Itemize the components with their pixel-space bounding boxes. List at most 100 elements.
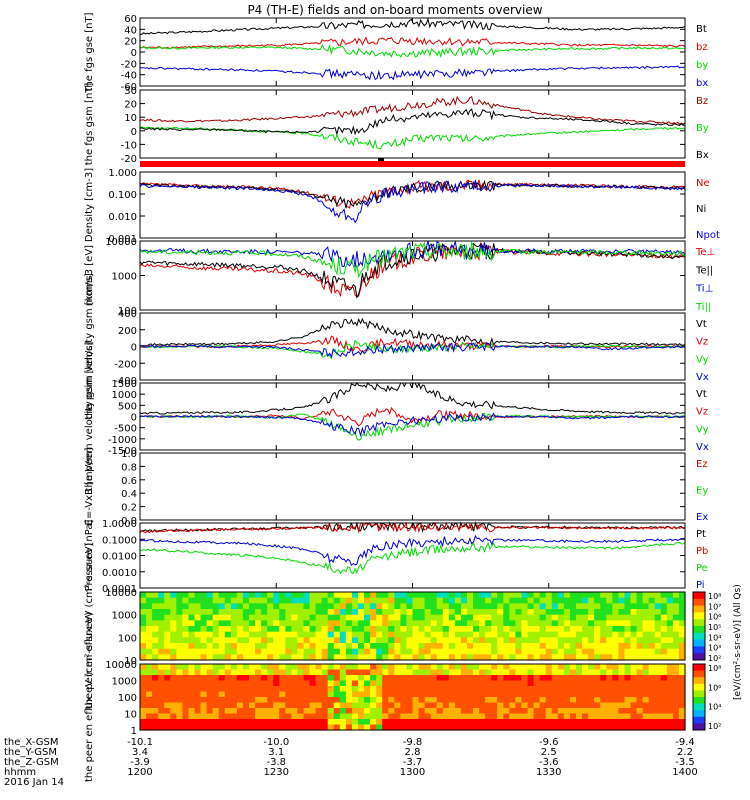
heatmap-cell (303, 724, 311, 731)
heatmap-cell (152, 626, 159, 633)
heatmap-cell (394, 626, 401, 633)
heatmap-cell (394, 680, 401, 687)
heatmap-cell (291, 592, 299, 599)
heatmap-cell (569, 680, 577, 687)
heatmap-cell (454, 654, 462, 661)
heatmap-cell (339, 643, 347, 650)
heatmap-cell (188, 631, 196, 638)
heatmap-cell (448, 664, 456, 671)
heatmap-cell (503, 702, 510, 709)
heatmap-cell (358, 724, 365, 731)
heatmap-cell (242, 648, 250, 655)
heatmap-cell (242, 675, 250, 682)
heatmap-cell (442, 719, 450, 726)
heatmap-cell (333, 648, 341, 655)
heatmap-cell (406, 620, 414, 627)
heatmap-cell (206, 713, 214, 720)
legend-Vt: Vt (696, 389, 707, 400)
heatmap-cell (509, 719, 517, 726)
heatmap-cell (351, 654, 359, 661)
heatmap-cell (218, 643, 226, 650)
panel-frame (139, 240, 686, 311)
heatmap-cell (576, 697, 583, 704)
heatmap-cell (297, 686, 305, 693)
heatmap-cell (364, 675, 371, 682)
colorbar-top-segment (693, 626, 705, 634)
heatmap-cell (146, 675, 153, 682)
heatmap-cell (236, 691, 244, 698)
heatmap-cell (430, 609, 438, 616)
heatmap-cell (630, 713, 638, 720)
heatmap-cell (630, 592, 638, 599)
heatmap-cell (539, 702, 547, 709)
heatmap-cell (636, 654, 644, 661)
heatmap-cell (424, 702, 432, 709)
heatmap-cell (170, 597, 177, 604)
heatmap-cell (473, 609, 480, 616)
heatmap-cell (485, 691, 492, 698)
heatmap-cell (563, 592, 571, 599)
heatmap-cell (557, 675, 565, 682)
heatmap-cell (358, 626, 365, 633)
heatmap-cell (273, 654, 280, 661)
heatmap-cell (545, 654, 553, 661)
heatmap-cell (563, 680, 571, 687)
heatmap-cell (612, 708, 619, 715)
heatmap-cell (473, 708, 480, 715)
heatmap-cell (382, 713, 389, 720)
heatmap-cell (545, 669, 553, 676)
heatmap-cell (279, 669, 286, 676)
heatmap-cell (491, 648, 498, 655)
heatmap-cell (509, 664, 517, 671)
heatmap-cell (648, 702, 656, 709)
heatmap-cell (672, 675, 680, 682)
heatmap-cell (630, 626, 638, 633)
heatmap-cell (485, 697, 492, 704)
heatmap-cell (285, 592, 292, 599)
heatmap-cell (485, 631, 492, 638)
heatmap-cell (218, 669, 226, 676)
heatmap-cell (297, 691, 305, 698)
heatmap-cell (436, 609, 444, 616)
heatmap-cell (436, 719, 444, 726)
heatmap-cell (503, 603, 510, 610)
heatmap-cell (194, 620, 202, 627)
heatmap-cell (678, 680, 686, 687)
heatmap-cell (618, 620, 626, 627)
heatmap-cell (206, 691, 214, 698)
heatmap-cell (588, 626, 595, 633)
heatmap-cell (636, 669, 644, 676)
heatmap-cell (291, 637, 299, 644)
heatmap-cell (521, 664, 529, 671)
heatmap-cell (218, 675, 226, 682)
heatmap-cell (388, 631, 395, 638)
panel-ylabel: the fgs gse [nT] (84, 12, 95, 91)
ytick-label: 0.010 (108, 212, 137, 223)
heatmap-cell (539, 597, 547, 604)
colorbar-top-segment (693, 646, 705, 654)
heatmap-cell (594, 597, 601, 604)
heatmap-cell (376, 603, 383, 610)
heatmap-cell (158, 643, 165, 650)
heatmap-cell (364, 691, 371, 698)
heatmap-cell (467, 648, 474, 655)
heatmap-cell (176, 654, 183, 661)
heatmap-cell (636, 592, 644, 599)
heatmap-cell (152, 713, 159, 720)
legend-Vy: Vy (696, 424, 709, 435)
heatmap-cell (485, 719, 492, 726)
heatmap-cell (249, 686, 256, 693)
heatmap-cell (606, 648, 613, 655)
heatmap-cell (460, 708, 468, 715)
heatmap-cell (152, 669, 159, 676)
heatmap-cell (430, 680, 438, 687)
legend-Vx: Vx (696, 372, 709, 383)
heatmap-cell (230, 724, 238, 731)
heatmap-cell (412, 675, 420, 682)
heatmap-cell (158, 691, 165, 698)
heatmap-cell (473, 724, 480, 731)
heatmap-cell (230, 686, 238, 693)
heatmap-cell (454, 664, 462, 671)
heatmap-cell (394, 697, 401, 704)
